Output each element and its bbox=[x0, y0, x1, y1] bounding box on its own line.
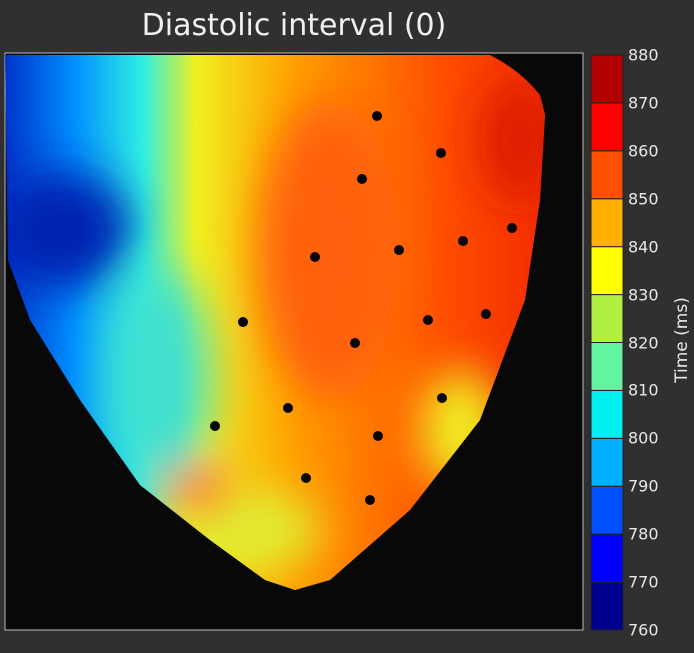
electrode-marker bbox=[365, 495, 375, 505]
electrode-marker bbox=[238, 317, 248, 327]
electrode-marker bbox=[310, 252, 320, 262]
colorbar-tick-label: 840 bbox=[628, 237, 659, 257]
colorbar-tick-label: 870 bbox=[628, 93, 659, 113]
colorbar-segment bbox=[590, 198, 624, 248]
colorbar-tick-label: 820 bbox=[628, 333, 659, 352]
colorbar-segment bbox=[590, 533, 624, 583]
electrode-markers bbox=[210, 111, 517, 505]
colorbar-segment bbox=[590, 246, 624, 296]
electrode-marker bbox=[436, 148, 446, 158]
colorbar-tick-label: 760 bbox=[628, 620, 659, 640]
electrode-marker bbox=[423, 315, 433, 325]
colorbar-tick-label: 800 bbox=[628, 428, 659, 448]
colorbar-label: Time (ms) bbox=[672, 297, 692, 383]
electrode-marker bbox=[357, 174, 367, 184]
electrode-marker bbox=[210, 421, 220, 431]
electrode-marker bbox=[373, 431, 383, 441]
electrode-marker bbox=[372, 111, 382, 121]
colorbar-tick-label: 880 bbox=[628, 45, 659, 65]
electrode-marker bbox=[301, 473, 311, 483]
electrode-marker bbox=[481, 309, 491, 319]
electrode-marker bbox=[437, 393, 447, 403]
colorbar-segment bbox=[590, 150, 624, 200]
electrode-marker bbox=[507, 223, 517, 233]
colorbar-segment bbox=[590, 294, 624, 344]
colorbar-segment bbox=[590, 102, 624, 152]
colorbar-tick-label: 860 bbox=[628, 141, 659, 161]
electrode-marker bbox=[350, 338, 360, 348]
electrode-marker bbox=[283, 403, 293, 413]
colorbar-tick-label: 770 bbox=[628, 572, 659, 592]
colorbar-segment bbox=[590, 437, 624, 487]
colorbar-tick-label: 790 bbox=[628, 476, 659, 496]
electrode-marker bbox=[458, 236, 468, 246]
colorbar-tick-label: 780 bbox=[628, 524, 659, 544]
colorbar-tick-label: 850 bbox=[628, 189, 659, 209]
colorbar-segment bbox=[590, 54, 624, 104]
colorbar-tick-label: 830 bbox=[628, 285, 659, 305]
colorbar-segment bbox=[590, 581, 624, 631]
colorbar bbox=[590, 54, 624, 631]
colorbar-segment bbox=[590, 485, 624, 535]
colorbar-segment bbox=[590, 342, 624, 391]
colorbar-tick-label: 810 bbox=[628, 380, 659, 400]
chart-title: Diastolic interval (0) bbox=[141, 8, 447, 43]
electrode-marker bbox=[394, 245, 404, 255]
colorbar-segment bbox=[590, 389, 624, 439]
